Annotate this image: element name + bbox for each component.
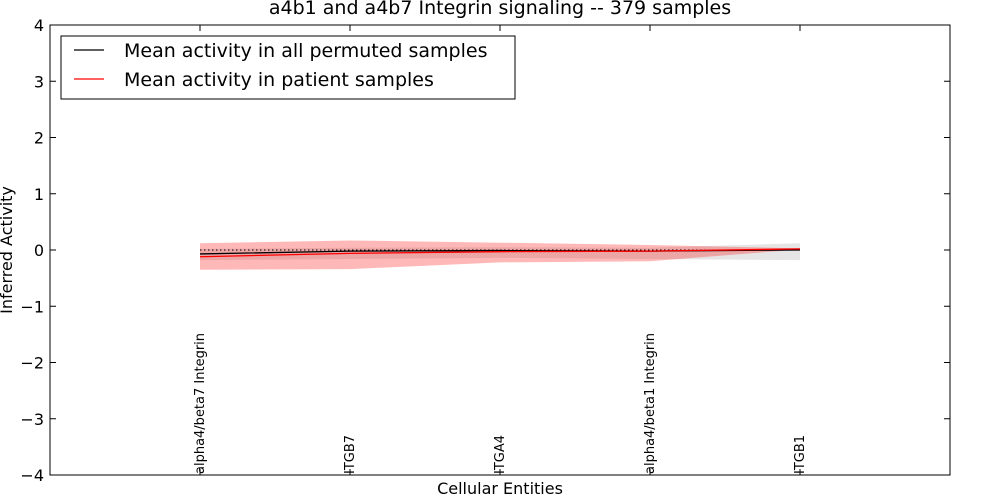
x-category-label: ITGA4 <box>493 435 508 474</box>
legend-label-permuted: Mean activity in all permuted samples <box>124 40 487 62</box>
y-tick-label: −2 <box>20 354 44 373</box>
y-tick-label: 2 <box>34 129 44 148</box>
x-category-label: alpha4/beta1 Integrin <box>643 333 658 474</box>
y-tick-label: 3 <box>34 72 44 91</box>
x-axis-label: Cellular Entities <box>437 479 563 498</box>
chart-title: a4b1 and a4b7 Integrin signaling -- 379 … <box>269 0 731 19</box>
y-tick-label: −4 <box>20 466 44 485</box>
y-axis: −4 −3 −2 −1 0 1 2 3 4 <box>20 16 950 485</box>
x-category-label: alpha4/beta7 Integrin <box>193 333 208 474</box>
x-category-label: ITGB7 <box>343 435 358 474</box>
y-tick-label: −1 <box>20 297 44 316</box>
plot-area <box>199 240 801 270</box>
y-axis-label: Inferred Activity <box>0 186 16 314</box>
y-tick-label: 1 <box>34 185 44 204</box>
y-tick-label: 0 <box>34 241 44 260</box>
legend: Mean activity in all permuted samples Me… <box>60 35 516 100</box>
series-line-patient <box>199 248 801 258</box>
legend-label-patient: Mean activity in patient samples <box>124 69 434 91</box>
y-tick-label: −3 <box>20 410 44 429</box>
x-category-label: ITGB1 <box>793 435 808 474</box>
band-patient <box>200 240 800 270</box>
x-axis-categories: alpha4/beta7 Integrin ITGB7 ITGA4 alpha4/be… <box>193 25 808 475</box>
legend-box <box>60 35 516 100</box>
y-tick-label: 4 <box>34 16 44 35</box>
